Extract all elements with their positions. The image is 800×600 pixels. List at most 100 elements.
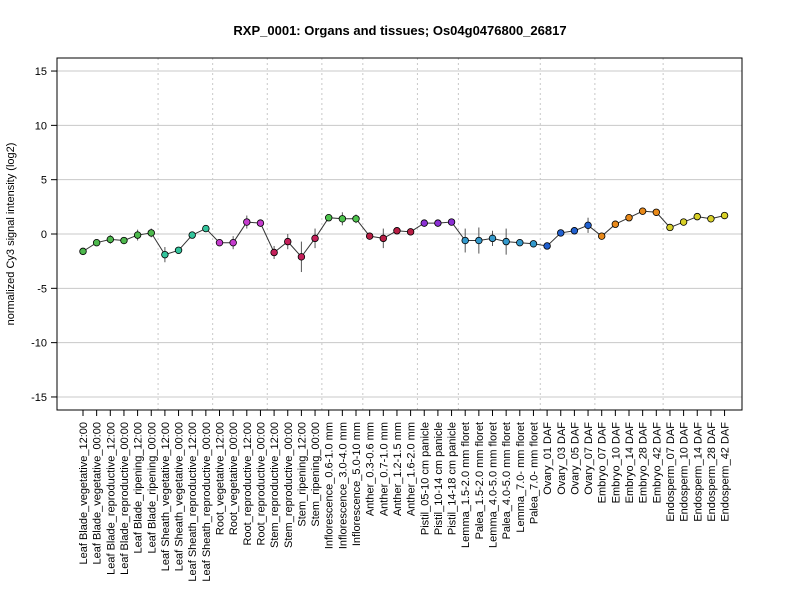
x-tick-label: Palea_1.5-2.0 mm floret — [474, 422, 486, 539]
data-point — [352, 215, 360, 223]
x-tick-label: Leaf Blade_reproductive_00:00 — [119, 422, 131, 575]
data-point — [311, 234, 319, 243]
data-point — [174, 246, 183, 254]
data-point — [338, 215, 347, 223]
data-point — [529, 240, 538, 248]
x-tick-label: Palea_7.0- mm floret — [528, 422, 540, 524]
grid-layer — [57, 70, 742, 398]
x-tick-label: Inflorescence_0.6-1.0 mm — [324, 422, 336, 549]
x-tick-label: Endosperm_14 DAF — [692, 422, 704, 522]
chart-title: RXP_0001: Organs and tissues; Os04g04768… — [233, 23, 566, 38]
data-point — [133, 231, 142, 239]
x-tick-label: Endosperm_10 DAF — [679, 422, 691, 522]
x-tick-label: Pistil_05-10 cm panicle — [419, 422, 431, 535]
y-tick-label: 0 — [41, 229, 47, 241]
x-axis: Leaf Blade_vegetative_12:00 Leaf Blade_ve… — [78, 410, 732, 582]
x-tick-label: Anther_0.3-0.6 mm — [365, 422, 377, 516]
data-point — [584, 221, 592, 230]
data-point — [666, 223, 674, 232]
data-point — [406, 228, 415, 236]
x-tick-label: Endosperm_07 DAF — [665, 422, 677, 522]
x-tick-label: Embryo_28 DAF — [638, 422, 650, 504]
x-tick-label: Endosperm_28 DAF — [706, 422, 718, 522]
x-tick-label: Inflorescence_5.0-10 mm — [351, 422, 363, 546]
data-point — [447, 218, 456, 226]
y-tick-label: -15 — [31, 392, 47, 404]
x-tick-label: Ovary_05 DAF — [569, 422, 581, 495]
data-point — [379, 234, 387, 243]
x-tick-label: Leaf Blade_vegetative_00:00 — [92, 422, 104, 565]
data-point — [365, 232, 374, 240]
x-tick-label: Ovary_07 DAF — [583, 422, 595, 495]
x-tick-label: Endosperm_42 DAF — [720, 422, 732, 522]
x-tick-label: Root_vegetative_12:00 — [215, 422, 227, 535]
data-point — [420, 219, 428, 227]
data-point — [188, 231, 196, 239]
data-point — [488, 234, 497, 243]
data-point — [461, 236, 469, 245]
x-tick-label: Stem_reproductive_00:00 — [283, 422, 295, 548]
data-point — [720, 211, 729, 220]
data-point — [270, 248, 278, 257]
x-tick-label: Embryo_07 DAF — [597, 422, 609, 504]
y-axis: -15 -10 -5 0 5 10 15 — [31, 66, 58, 404]
x-tick-label: Leaf Blade_ripening_00:00 — [146, 422, 158, 554]
x-tick-label: Leaf Sheath_vegetative_12:00 — [160, 422, 172, 571]
data-point — [215, 238, 224, 247]
x-tick-label: Leaf Sheath_reproductive_00:00 — [201, 422, 213, 582]
data-point — [679, 218, 688, 226]
x-tick-label: Palea_4.0-5.0 mm floret — [501, 422, 513, 539]
data-point — [147, 229, 155, 237]
x-tick-label: Lemma_1.5-2.0 mm floret — [460, 422, 472, 548]
data-point — [625, 214, 633, 222]
data-point — [106, 235, 114, 244]
data-point — [284, 237, 292, 246]
x-tick-label: Root_reproductive_00:00 — [255, 422, 267, 546]
data-point — [475, 236, 483, 245]
y-tick-label: 15 — [35, 66, 47, 78]
x-tick-label: Root_reproductive_12:00 — [242, 422, 254, 546]
data-point — [707, 215, 715, 223]
x-tick-label: Leaf Blade_reproductive_12:00 — [105, 422, 117, 575]
y-tick-label: 5 — [41, 175, 47, 187]
x-tick-label: Leaf Sheath_reproductive_12:00 — [187, 422, 199, 582]
x-tick-label: Lemma_7.0- mm floret — [515, 422, 527, 533]
data-point — [202, 224, 210, 233]
data-point — [557, 229, 565, 237]
x-tick-label: Leaf Blade_vegetative_12:00 — [78, 422, 90, 565]
x-tick-label: Leaf Blade_ripening_12:00 — [133, 422, 145, 554]
data-point — [502, 237, 510, 246]
x-tick-label: Leaf Sheath_vegetative_00:00 — [174, 422, 186, 571]
y-tick-label: -10 — [31, 338, 47, 350]
x-tick-label: Ovary_03 DAF — [556, 422, 568, 495]
data-point — [92, 238, 101, 247]
x-tick-label: Anther_0.7-1.0 mm — [378, 422, 390, 516]
data-point — [297, 253, 306, 261]
data-point — [598, 232, 606, 240]
x-tick-label: Anther_1.6-2.0 mm — [406, 422, 418, 516]
x-tick-label: Stem_ripening_12:00 — [296, 422, 308, 527]
x-tick-label: Pistil_14-18 cm panicle — [447, 422, 459, 535]
y-tick-label: -5 — [37, 283, 47, 295]
x-tick-label: Lemma_4.0-5.0 mm floret — [488, 422, 500, 548]
y-tick-label: 10 — [35, 120, 47, 132]
data-point — [393, 227, 401, 235]
data-point — [243, 218, 251, 226]
data-point — [120, 236, 128, 245]
x-tick-label: Stem_ripening_00:00 — [310, 422, 322, 527]
data-points — [79, 207, 729, 261]
data-point — [229, 238, 237, 247]
data-point — [543, 242, 551, 250]
data-point — [161, 250, 169, 259]
x-tick-label: Embryo_14 DAF — [624, 422, 636, 504]
group-separators — [157, 58, 664, 410]
data-point — [693, 212, 701, 221]
x-tick-label: Stem_reproductive_12:00 — [269, 422, 281, 548]
data-point — [79, 247, 87, 256]
x-tick-label: Pistil_10-14 cm panicle — [433, 422, 445, 535]
data-point — [256, 219, 265, 227]
x-tick-label: Inflorescence_3.0-4.0 mm — [337, 422, 349, 549]
data-point — [652, 208, 660, 216]
x-tick-label: Embryo_10 DAF — [610, 422, 622, 504]
